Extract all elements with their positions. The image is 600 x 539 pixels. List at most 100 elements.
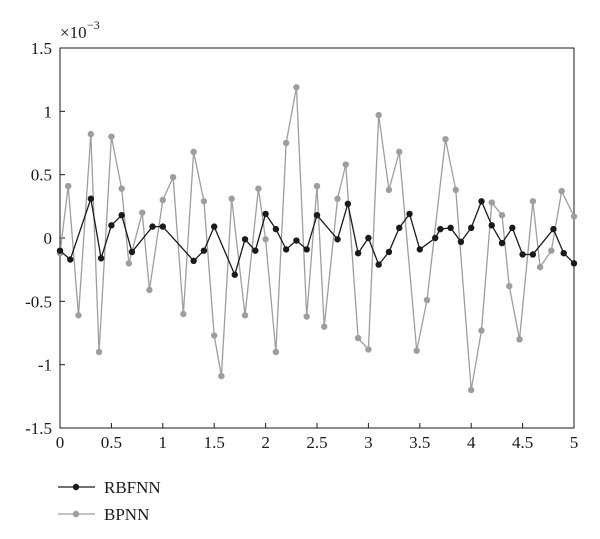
data-point-rbfnn [437,225,444,233]
x-tick-label: 4 [467,433,476,452]
y-scale-exponent: −3 [87,18,100,32]
series-layer [56,84,578,394]
data-point-rbfnn [509,224,516,232]
x-tick-label: 2 [261,433,270,452]
data-point-bpnn [334,195,341,202]
legend-marker [72,483,80,491]
series-rbfnn [56,195,578,278]
data-point-bpnn [262,236,269,243]
data-point-bpnn [200,198,208,205]
data-point-rbfnn [272,225,280,233]
data-point-rbfnn [416,246,423,253]
data-point-bpnn [313,182,321,190]
data-point-bpnn [303,313,310,320]
data-point-rbfnn [375,261,382,268]
y-tick-label: -1.5 [25,419,52,438]
data-point-bpnn [423,296,431,304]
data-point-rbfnn [354,250,362,257]
x-tick-label: 5 [570,433,579,452]
legend-label: BPNN [104,505,149,524]
data-point-bpnn [159,196,166,204]
data-point-bpnn [125,260,133,267]
data-point-bpnn [95,348,103,356]
data-point-rbfnn [211,223,218,230]
data-point-bpnn [190,148,197,156]
legend-marker [72,510,80,518]
data-point-bpnn [396,148,403,156]
legend-item-bpnn: BPNN [58,505,149,524]
data-point-bpnn [282,139,290,147]
data-point-rbfnn [108,222,115,229]
data-point-bpnn [241,312,249,319]
data-point-rbfnn [560,250,567,257]
data-point-rbfnn [529,251,537,258]
data-point-rbfnn [293,237,300,244]
y-tick-label: 1.5 [31,39,52,58]
plot-frame [59,47,575,429]
data-point-bpnn [146,286,153,294]
data-point-bpnn [255,185,262,192]
data-point-rbfnn [550,225,557,233]
y-scale-base: ×10 [60,23,87,42]
y-tick-label: 0.5 [31,166,52,185]
data-point-bpnn [478,327,485,334]
data-point-rbfnn [282,246,290,253]
data-point-rbfnn [200,247,208,254]
data-point-rbfnn [262,210,269,218]
data-point-bpnn [65,182,72,190]
data-point-bpnn [570,213,578,220]
data-point-bpnn [488,199,495,206]
data-point-rbfnn [396,224,403,232]
data-point-rbfnn [519,251,526,258]
data-point-bpnn [228,195,235,202]
x-tick-label: 4.5 [512,433,533,452]
data-point-bpnn [139,209,146,216]
data-point-bpnn [558,187,565,195]
data-point-bpnn [272,348,280,356]
data-point-bpnn [118,185,125,192]
data-point-bpnn [413,347,420,354]
data-point-bpnn [320,323,328,330]
data-point-rbfnn [334,236,341,243]
data-point-bpnn [442,136,449,143]
data-point-rbfnn [252,247,259,254]
data-point-rbfnn [406,210,413,218]
data-point-rbfnn [570,260,578,267]
data-point-rbfnn [344,200,352,207]
data-point-bpnn [536,263,544,271]
data-point-bpnn [385,186,393,194]
data-point-rbfnn [87,195,95,202]
data-point-bpnn [548,247,555,254]
data-point-bpnn [87,130,95,138]
x-tick-label: 1.5 [204,433,225,452]
data-point-bpnn [516,336,523,343]
data-point-bpnn [354,334,362,342]
data-point-rbfnn [385,248,393,256]
y-tick-label: -1 [38,356,52,375]
data-point-rbfnn [128,248,136,256]
data-point-rbfnn [313,212,321,219]
data-point-rbfnn [149,223,156,230]
data-point-bpnn [375,111,382,119]
data-point-bpnn [75,312,82,319]
data-point-rbfnn [159,223,166,230]
data-point-rbfnn [488,222,495,229]
data-point-rbfnn [118,212,125,219]
data-point-bpnn [218,372,225,380]
data-point-bpnn [169,174,177,181]
data-point-bpnn [293,84,300,91]
data-point-bpnn [108,133,115,140]
plot-area [59,47,575,429]
data-point-rbfnn [241,236,249,243]
data-point-rbfnn [447,224,454,232]
data-point-rbfnn [231,271,238,278]
data-point-bpnn [180,310,187,318]
data-point-rbfnn [468,224,475,232]
x-tick-label: 3.5 [409,433,430,452]
legend-label: RBFNN [104,478,161,497]
y-tick-label: -0.5 [25,292,52,311]
data-point-bpnn [342,161,349,168]
axis-ticks: 0 0.5 1 1.5 2 2.5 3 3.5 4 4.5 5 1.5 1 0.5 0 -0.5 -1 -1.5 [25,39,578,452]
x-tick-label: 0 [56,433,65,452]
